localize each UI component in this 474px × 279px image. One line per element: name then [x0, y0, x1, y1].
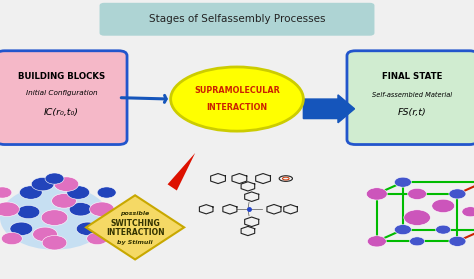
Circle shape: [69, 203, 92, 216]
Polygon shape: [86, 195, 184, 259]
Circle shape: [97, 187, 116, 198]
Circle shape: [404, 210, 430, 225]
Text: INTERACTION: INTERACTION: [207, 103, 267, 112]
Circle shape: [394, 225, 411, 235]
Circle shape: [1, 232, 22, 245]
Circle shape: [367, 236, 386, 247]
Circle shape: [432, 199, 455, 213]
Circle shape: [0, 187, 12, 198]
Circle shape: [436, 225, 451, 234]
Text: Stages of Selfassembly Processes: Stages of Selfassembly Processes: [149, 14, 325, 24]
Text: BUILDING BLOCKS: BUILDING BLOCKS: [18, 72, 105, 81]
Circle shape: [87, 232, 108, 245]
Circle shape: [17, 205, 40, 219]
Text: INTERACTION: INTERACTION: [106, 229, 164, 237]
Text: SUPRAMOLECULAR: SUPRAMOLECULAR: [194, 86, 280, 95]
Circle shape: [45, 173, 64, 184]
Circle shape: [449, 189, 466, 199]
Circle shape: [408, 188, 427, 199]
Circle shape: [41, 210, 68, 225]
Text: IC(r₀,t₀): IC(r₀,t₀): [44, 109, 79, 117]
Circle shape: [42, 235, 67, 250]
Circle shape: [90, 202, 114, 217]
Circle shape: [410, 237, 425, 246]
Circle shape: [67, 186, 90, 199]
FancyBboxPatch shape: [347, 51, 474, 145]
FancyBboxPatch shape: [0, 51, 127, 145]
Circle shape: [19, 186, 42, 199]
Text: Initial Configuration: Initial Configuration: [26, 90, 98, 96]
Text: possible: possible: [120, 211, 150, 216]
Circle shape: [10, 222, 33, 235]
Circle shape: [31, 177, 54, 191]
Circle shape: [52, 194, 76, 208]
Text: Self-assembled Material: Self-assembled Material: [372, 92, 453, 98]
Circle shape: [394, 177, 411, 187]
FancyArrow shape: [303, 95, 355, 123]
Circle shape: [366, 188, 387, 200]
FancyBboxPatch shape: [100, 3, 374, 36]
Text: FS(r,t): FS(r,t): [398, 109, 427, 117]
Circle shape: [0, 202, 19, 217]
Circle shape: [0, 186, 109, 250]
Circle shape: [54, 177, 79, 191]
Text: SWITCHING: SWITCHING: [110, 219, 160, 228]
Circle shape: [76, 222, 99, 235]
Circle shape: [33, 227, 57, 242]
Circle shape: [449, 236, 466, 246]
Text: by Stimuli: by Stimuli: [117, 240, 153, 245]
Circle shape: [462, 207, 474, 217]
Ellipse shape: [171, 67, 303, 131]
Text: FINAL STATE: FINAL STATE: [382, 72, 443, 81]
